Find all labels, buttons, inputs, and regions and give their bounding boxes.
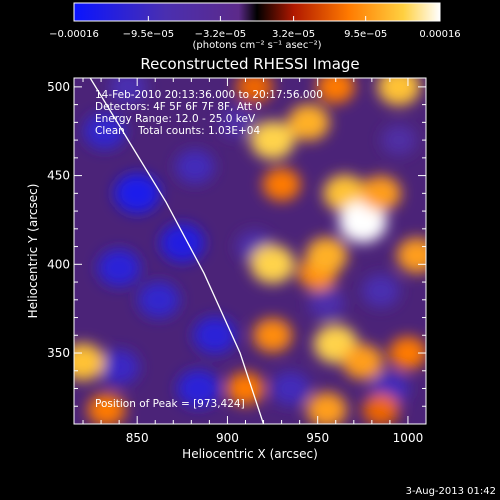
heatmap-blob xyxy=(308,287,346,320)
heatmap-blob xyxy=(342,344,384,380)
heatmap-blob xyxy=(250,120,295,160)
footer-timestamp: 3-Aug-2013 01:42 xyxy=(406,486,496,497)
heatmap-blob xyxy=(316,78,355,104)
chart-title: Reconstructed RHESSI Image xyxy=(140,55,359,73)
heatmap-blob xyxy=(270,371,311,406)
colorbar-tick-label: −9.5e−05 xyxy=(123,29,175,40)
heatmap-blob xyxy=(388,336,426,370)
annotation-time-range: 14-Feb-2010 20:13:36.000 to 20:17:56.000 xyxy=(95,89,323,101)
heatmap-blob xyxy=(87,393,126,424)
colorbar-tick-label: −3.2e−05 xyxy=(195,29,247,40)
heatmap-blob xyxy=(381,124,417,156)
colorbar-tick-label: 3.2e−05 xyxy=(272,29,315,40)
colorbar-tick-label: 9.5e−05 xyxy=(344,29,387,40)
heatmap-blob xyxy=(83,113,126,150)
heatmap-blob xyxy=(361,274,400,308)
colorbar-tick-label: 0.00016 xyxy=(419,29,460,40)
heatmap-blob xyxy=(305,237,348,274)
colorbar-unit-label: (photons cm⁻² s⁻¹ asec⁻²) xyxy=(192,40,321,51)
heatmap-blob xyxy=(74,343,105,381)
heatmap-blob xyxy=(218,106,255,138)
heatmap-blob xyxy=(236,78,273,103)
x-tick-label: 1000 xyxy=(393,431,424,445)
heatmap-blob xyxy=(193,316,237,355)
colorbar: −0.00016 −9.5e−05 −3.2e−05 3.2e−05 9.5e−05 0.… xyxy=(49,2,461,51)
heatmap-blob xyxy=(137,281,180,318)
y-tick-label: 400 xyxy=(47,257,70,271)
x-axis-label: Heliocentric X (arcsec) xyxy=(182,447,318,461)
plot-frame xyxy=(73,77,427,425)
y-tick-label: 450 xyxy=(47,169,70,183)
heatmap-blob xyxy=(252,318,293,353)
heatmap-blob xyxy=(377,78,421,106)
heatmap-blob xyxy=(97,249,141,287)
heatmap-blob xyxy=(360,175,402,211)
heatmap-blob xyxy=(287,104,330,141)
heatmap-blob xyxy=(362,393,400,424)
heatmap-blob xyxy=(338,200,387,243)
heatmap-blob xyxy=(175,149,215,184)
solar-limb-curve xyxy=(89,78,265,424)
heatmap-blob xyxy=(306,392,347,424)
y-tick-label: 500 xyxy=(47,80,70,94)
x-tick-label: 950 xyxy=(306,431,329,445)
annotation-energy-range: Energy Range: 12.0 - 25.0 keV xyxy=(95,113,256,125)
heatmap-blob xyxy=(98,349,140,385)
heatmap-blob xyxy=(250,244,295,284)
heatmap-blob xyxy=(177,369,221,408)
heatmap-blob xyxy=(160,223,205,263)
colorbar-tick-label: −0.00016 xyxy=(49,29,99,40)
annotation-detectors: Detectors: 4F 5F 6F 7F 8F, Att 0 xyxy=(95,101,262,113)
y-axis-label: Heliocentric Y (arcsec) xyxy=(26,184,40,319)
peak-position-label: Position of Peak = [973,424] xyxy=(95,398,245,410)
y-tick-label: 350 xyxy=(47,346,70,360)
heatmap-blob xyxy=(262,167,301,201)
heatmap-blob xyxy=(114,173,160,214)
colorbar-gradient xyxy=(73,2,441,22)
annotation-clean-counts: Clean Total counts: 1.03E+04 xyxy=(95,125,260,137)
heatmap-blob xyxy=(396,237,426,274)
x-tick-label: 900 xyxy=(216,431,239,445)
x-tick-label: 850 xyxy=(126,431,149,445)
